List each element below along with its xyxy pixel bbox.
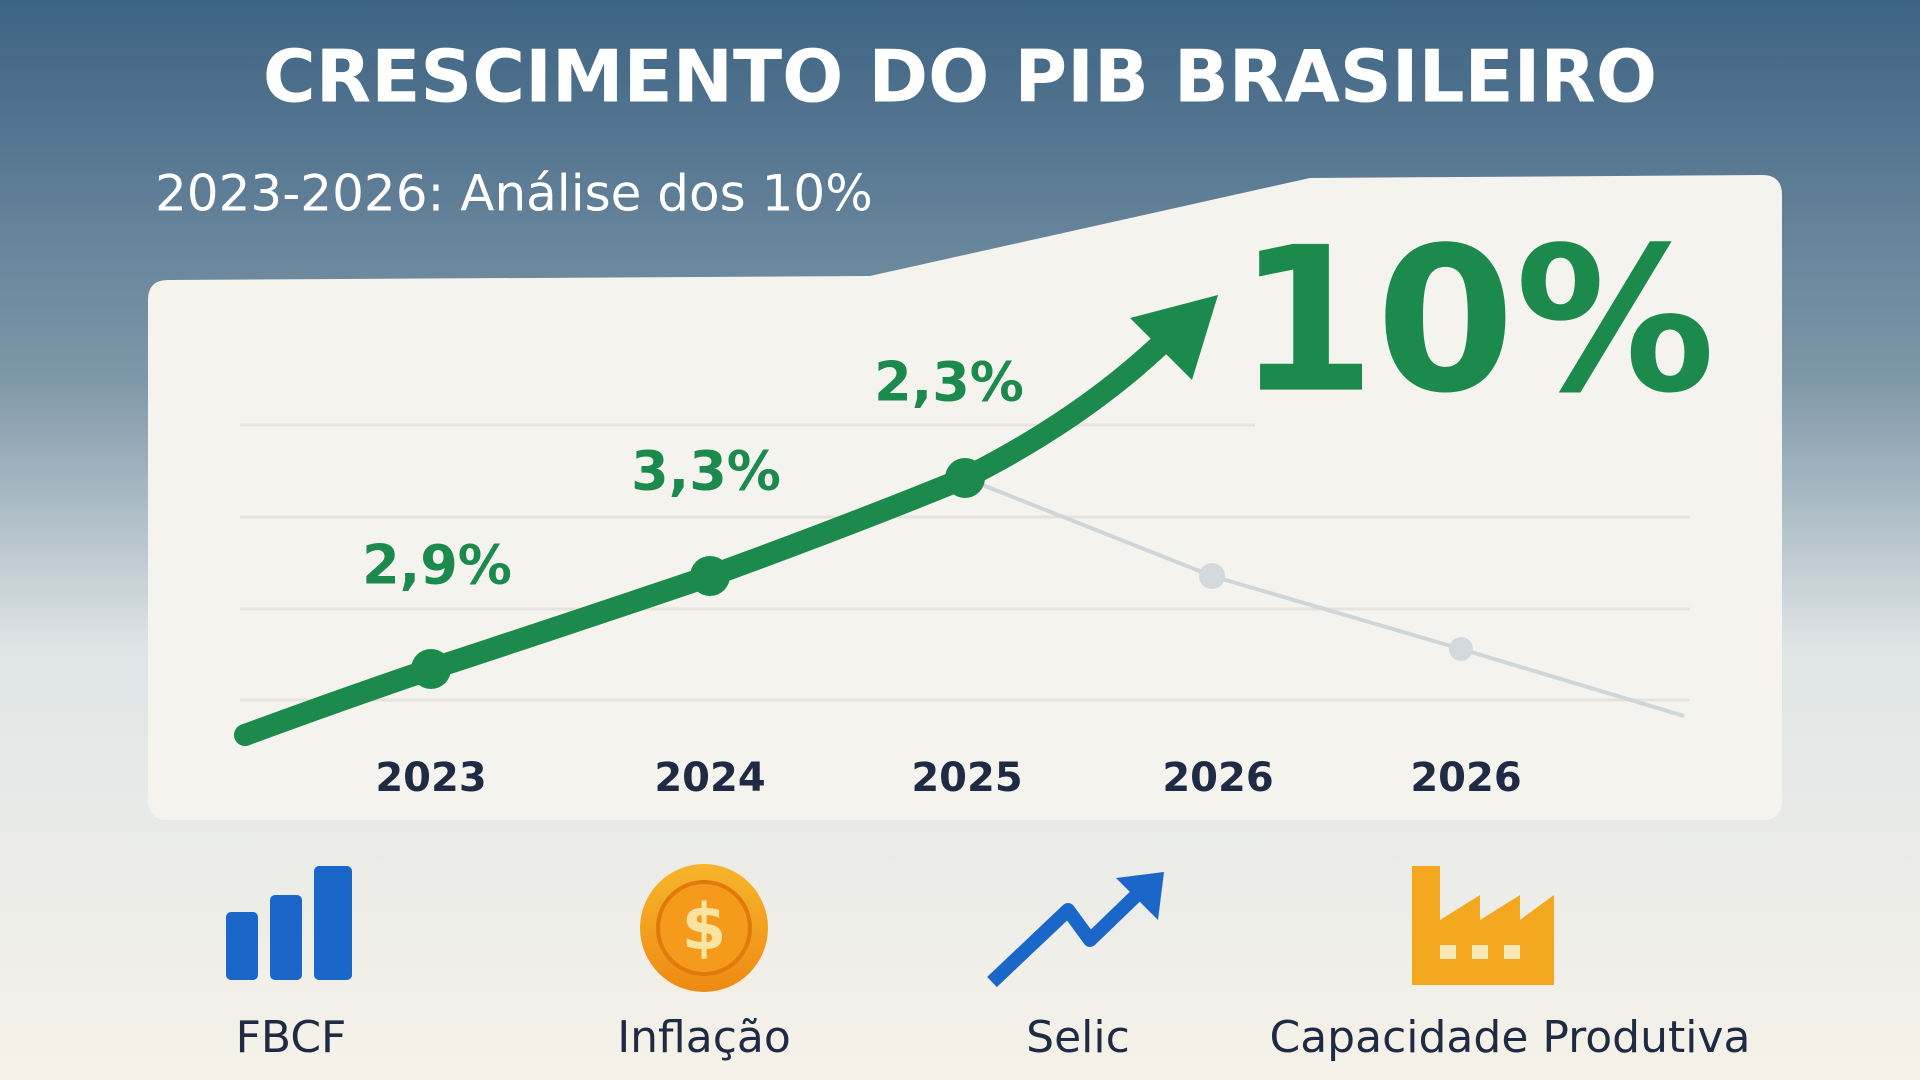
projection-point xyxy=(1199,563,1225,589)
highlight-value: 10% xyxy=(1237,205,1716,438)
indicator-label: FBCF xyxy=(236,1012,347,1063)
subtitle: 2023-2026: Análise dos 10% xyxy=(155,165,873,223)
point-label: 3,3% xyxy=(631,440,781,503)
grid xyxy=(240,423,1690,702)
growth-point xyxy=(411,649,451,689)
year-label: 2026 xyxy=(1410,755,1521,801)
indicator-label: Inflação xyxy=(617,1012,791,1063)
point-label: 2,3% xyxy=(874,351,1024,414)
arrow-head xyxy=(1130,295,1218,380)
point-label: 2,9% xyxy=(362,534,512,597)
growth-point xyxy=(690,556,730,596)
icon-coin: $ xyxy=(640,864,768,992)
indicator-label: Capacidade Produtiva xyxy=(1270,1012,1751,1063)
year-label: 2024 xyxy=(654,755,765,801)
year-label: 2023 xyxy=(375,755,486,801)
projection-line xyxy=(964,476,1685,718)
projection-point xyxy=(1449,637,1473,661)
icon-bars xyxy=(226,866,352,980)
growth-point xyxy=(945,458,985,498)
year-label: 2025 xyxy=(911,755,1022,801)
icon-factory-windows xyxy=(1440,945,1520,959)
svg-text:$: $ xyxy=(682,892,727,966)
indicator-label: Selic xyxy=(1026,1012,1130,1063)
title: CRESCIMENTO DO PIB BRASILEIRO xyxy=(263,35,1657,119)
year-label: 2026 xyxy=(1162,755,1273,801)
icon-trend xyxy=(987,872,1164,988)
